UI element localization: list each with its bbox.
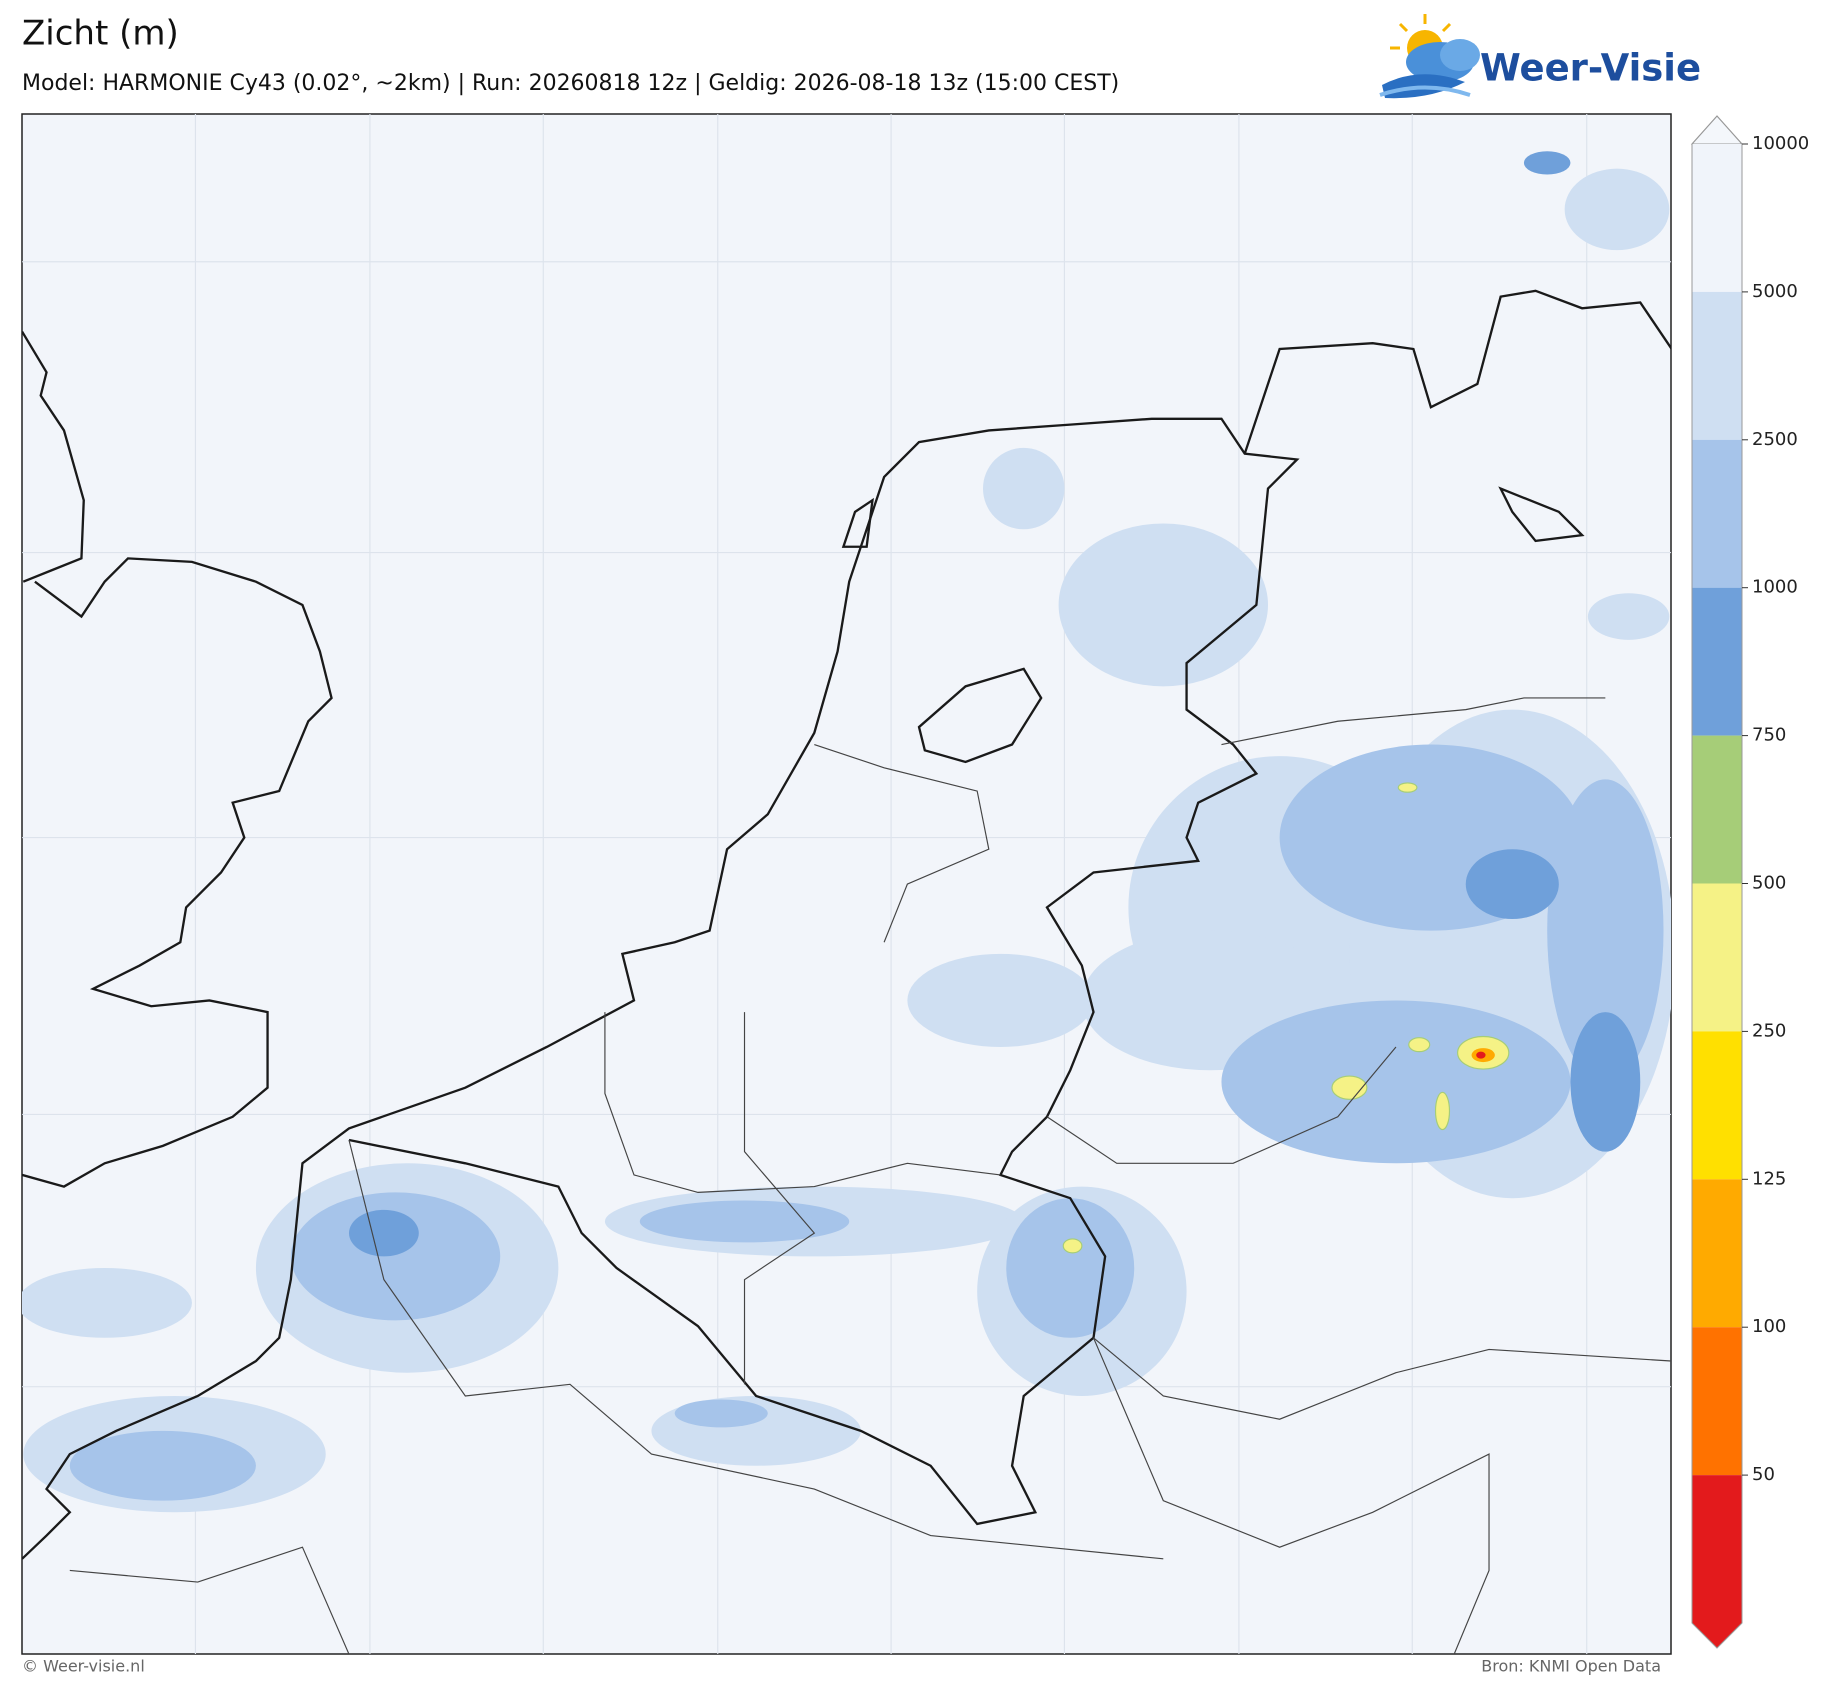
colorbar-label: 250 <box>1752 1020 1786 1041</box>
colorbar-segment <box>1692 883 1742 1032</box>
colorbar-label: 2500 <box>1752 429 1798 450</box>
logo-text: Weer-Visie <box>1480 47 1701 90</box>
colorbar-label: 10000 <box>1752 133 1809 154</box>
colorbar-label: 750 <box>1752 725 1786 746</box>
colorbar: 10000 5000 2500 1000 750 500 250 125 100 50 <box>1690 115 1809 1649</box>
colorbar-outline <box>1691 115 1743 1649</box>
colorbar-label: 125 <box>1752 1168 1786 1189</box>
colorbar-label: 50 <box>1752 1464 1775 1485</box>
subtitle: Model: HARMONIE Cy43 (0.02°, ~2km) | Run… <box>22 71 1119 96</box>
colorbar-label: 100 <box>1752 1316 1786 1337</box>
title: Zicht (m) <box>22 14 179 54</box>
colorbar-segment <box>1692 587 1742 736</box>
footer-left: © Weer-visie.nl <box>22 1657 145 1676</box>
logo: Weer-Visie <box>1379 14 1701 99</box>
colorbar-segment <box>1692 1179 1742 1328</box>
colorbar-segment <box>1692 735 1742 884</box>
colorbar-segment <box>1692 439 1742 588</box>
colorbar-label: 500 <box>1752 873 1786 894</box>
colorbar-segment <box>1692 1327 1742 1476</box>
footer-right: Bron: KNMI Open Data <box>1481 1657 1661 1676</box>
colorbar-segment <box>1692 1475 1742 1648</box>
colorbar-segment <box>1692 144 1742 292</box>
colorbar-over <box>1690 115 1744 145</box>
colorbar-label: 1000 <box>1752 577 1798 598</box>
colorbar-segment <box>1692 1031 1742 1180</box>
colorbar-segment <box>1692 291 1742 440</box>
colorbar-label: 5000 <box>1752 281 1798 302</box>
map <box>21 113 1672 1655</box>
